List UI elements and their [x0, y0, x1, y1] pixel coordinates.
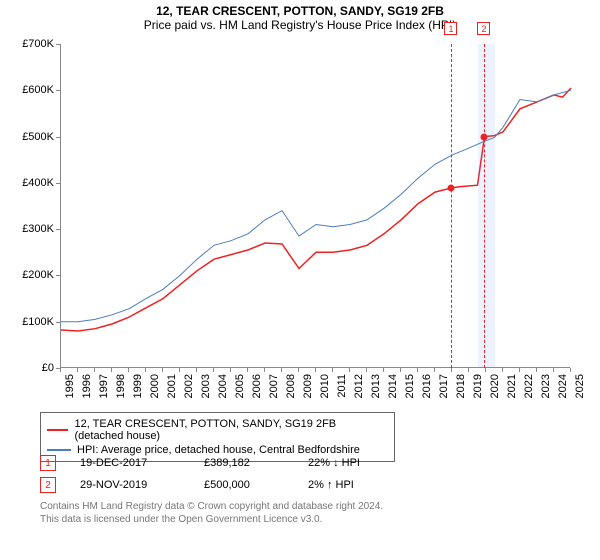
legend-swatch — [47, 449, 71, 451]
plot-area: 12 — [60, 44, 570, 368]
x-tick-label: 2011 — [336, 374, 348, 398]
footer-attribution: Contains HM Land Registry data © Crown c… — [40, 500, 383, 526]
chart-container: 12, TEAR CRESCENT, POTTON, SANDY, SG19 2… — [0, 0, 600, 560]
x-tick-label: 2020 — [489, 374, 501, 398]
x-tick-label: 2015 — [404, 374, 416, 398]
info-date: 29-NOV-2019 — [80, 479, 180, 491]
x-tick-label: 2006 — [251, 374, 263, 398]
x-tick-label: 2013 — [370, 374, 382, 398]
x-tick-label: 2000 — [149, 374, 161, 398]
x-tick-label: 2024 — [557, 374, 569, 398]
info-marker-icon: 1 — [40, 455, 56, 471]
x-tick-label: 1997 — [98, 374, 110, 398]
y-tick-label: £600K — [22, 84, 54, 96]
transaction-info: 1 19-DEC-2017 £389,182 22% ↓ HPI 2 29-NOV-201… — [40, 452, 408, 496]
y-axis-labels: £0£100K£200K£300K£400K£500K£600K£700K — [0, 44, 58, 368]
info-date: 19-DEC-2017 — [80, 457, 180, 469]
x-tick-label: 2003 — [200, 374, 212, 398]
x-tick-label: 2005 — [234, 374, 246, 398]
y-tick-label: £100K — [22, 316, 54, 328]
info-price: £500,000 — [204, 479, 284, 491]
legend-swatch — [47, 429, 68, 431]
x-axis-labels: 1995 1996 1997 1998 1999 2000 2001 2002 2003 2004… — [60, 370, 570, 410]
x-tick-label: 2021 — [506, 374, 518, 398]
x-tick-label: 2019 — [472, 374, 484, 398]
x-tick-label: 2017 — [438, 374, 450, 398]
y-tick-label: £300K — [22, 223, 54, 235]
y-tick-label: £700K — [22, 38, 54, 50]
info-row: 2 29-NOV-2019 £500,000 2% ↑ HPI — [40, 474, 408, 496]
x-tick-label: 2001 — [166, 374, 178, 398]
info-row: 1 19-DEC-2017 £389,182 22% ↓ HPI — [40, 452, 408, 474]
plot-svg — [61, 44, 570, 367]
x-tick-label: 2025 — [574, 374, 586, 398]
x-tick-label: 2002 — [183, 374, 195, 398]
x-tick-label: 2004 — [217, 374, 229, 398]
chart-subtitle: Price paid vs. HM Land Registry's House … — [0, 18, 600, 36]
y-tick-label: £0 — [42, 362, 54, 374]
series-property — [61, 88, 571, 331]
legend-label: 12, TEAR CRESCENT, POTTON, SANDY, SG19 2… — [74, 418, 388, 442]
x-tick-label: 2007 — [268, 374, 280, 398]
x-tick-label: 2018 — [455, 374, 467, 398]
x-tick-label: 2023 — [540, 374, 552, 398]
x-tick-label: 2010 — [319, 374, 331, 398]
x-tick-label: 2008 — [285, 374, 297, 398]
y-tick-label: £200K — [22, 269, 54, 281]
x-tick-label: 2009 — [302, 374, 314, 398]
x-tick-label: 1998 — [115, 374, 127, 398]
footer-line-2: This data is licensed under the Open Gov… — [40, 513, 383, 526]
info-pct: 2% ↑ HPI — [308, 479, 408, 491]
y-tick-label: £500K — [22, 131, 54, 143]
chart-title: 12, TEAR CRESCENT, POTTON, SANDY, SG19 2… — [0, 0, 600, 18]
x-tick-label: 2014 — [387, 374, 399, 398]
x-tick-label: 1996 — [81, 374, 93, 398]
y-tick-label: £400K — [22, 177, 54, 189]
info-price: £389,182 — [204, 457, 284, 469]
legend-row: 12, TEAR CRESCENT, POTTON, SANDY, SG19 2… — [47, 417, 388, 443]
info-marker-icon: 2 — [40, 477, 56, 493]
x-tick-label: 2022 — [523, 374, 535, 398]
x-tick-label: 1995 — [64, 374, 76, 398]
x-tick-label: 2016 — [421, 374, 433, 398]
series-hpi — [61, 90, 571, 321]
footer-line-1: Contains HM Land Registry data © Crown c… — [40, 500, 383, 513]
x-tick-label: 1999 — [132, 374, 144, 398]
info-pct: 22% ↓ HPI — [308, 457, 408, 469]
x-tick-label: 2012 — [353, 374, 365, 398]
